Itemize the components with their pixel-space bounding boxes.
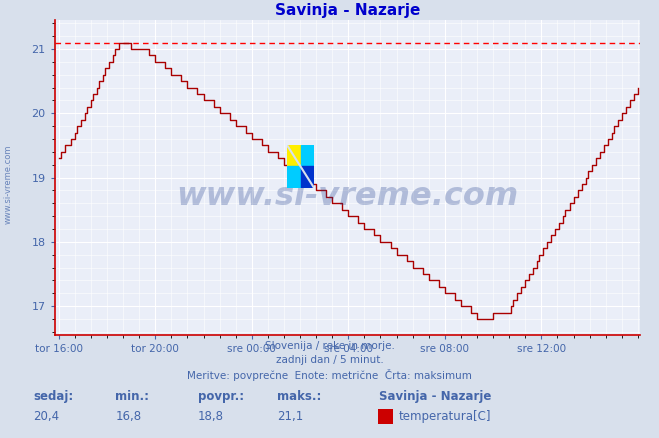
- Title: Savinja - Nazarje: Savinja - Nazarje: [275, 3, 420, 18]
- Text: maks.:: maks.:: [277, 390, 321, 403]
- Text: Slovenija / reke in morje.: Slovenija / reke in morje.: [264, 341, 395, 351]
- Text: 21,1: 21,1: [277, 410, 303, 424]
- Text: sedaj:: sedaj:: [33, 390, 73, 403]
- Text: min.:: min.:: [115, 390, 150, 403]
- Text: zadnji dan / 5 minut.: zadnji dan / 5 minut.: [275, 355, 384, 365]
- Text: www.si-vreme.com: www.si-vreme.com: [176, 181, 519, 212]
- Bar: [287, 166, 301, 188]
- Bar: [301, 166, 314, 188]
- Text: temperatura[C]: temperatura[C]: [399, 410, 491, 424]
- Bar: [301, 145, 314, 166]
- Text: povpr.:: povpr.:: [198, 390, 244, 403]
- Text: 16,8: 16,8: [115, 410, 142, 424]
- Text: www.si-vreme.com: www.si-vreme.com: [4, 144, 13, 224]
- Text: Savinja - Nazarje: Savinja - Nazarje: [379, 390, 492, 403]
- Text: 20,4: 20,4: [33, 410, 59, 424]
- Text: Meritve: povprečne  Enote: metrične  Črta: maksimum: Meritve: povprečne Enote: metrične Črta:…: [187, 369, 472, 381]
- Text: 18,8: 18,8: [198, 410, 223, 424]
- Bar: [287, 145, 301, 166]
